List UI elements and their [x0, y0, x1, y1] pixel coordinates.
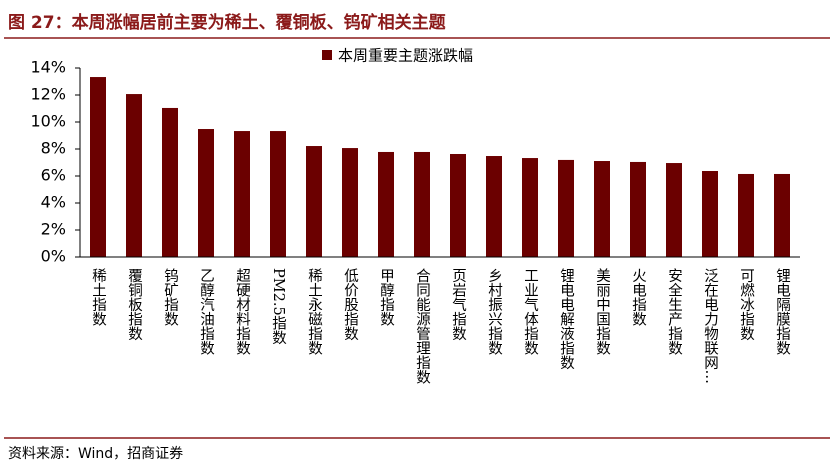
bar	[630, 161, 646, 257]
bar	[198, 129, 214, 257]
x-tick-label: PM2.5指数	[270, 268, 286, 345]
x-tick-label: 稀土永磁指数	[306, 268, 322, 356]
x-tick-label: 火电指数	[630, 268, 646, 326]
x-tick-label: 锂电电解液指数	[558, 268, 574, 370]
y-tick-label: 4%	[41, 193, 66, 212]
x-tick-label: 乙醇汽油指数	[198, 268, 214, 355]
x-tick-label: 钨矿指数	[162, 268, 178, 327]
bar	[414, 151, 430, 257]
bar	[378, 151, 394, 257]
x-tick-label: 合同能源管理指数	[414, 268, 430, 385]
x-tick-label: 页岩气指数	[450, 268, 466, 341]
bar	[306, 146, 322, 257]
source: 资料来源：Wind，招商证券	[8, 446, 183, 462]
bar	[450, 153, 466, 257]
bar	[738, 173, 754, 257]
bar	[702, 171, 718, 257]
bar	[666, 163, 682, 257]
bar	[522, 158, 538, 257]
y-tick-label: 0%	[41, 247, 66, 266]
legend-label: 本周重要主题涨跌幅	[338, 47, 473, 65]
x-tick-label: 锂电隔膜指数	[774, 268, 790, 356]
x-tick-label: 甲醇指数	[378, 268, 394, 326]
x-tick-label: 安全生产指数	[666, 268, 682, 356]
bar	[90, 77, 106, 257]
x-tick-label: 乡村振兴指数	[486, 268, 502, 356]
bar	[486, 156, 502, 257]
bar	[342, 148, 358, 257]
x-tick-label: 美丽中国指数	[594, 268, 610, 356]
x-tick-label: 泛在电力物联网…	[702, 268, 718, 384]
chart-title: 图 27：本周涨幅居前主要为稀土、覆铜板、钨矿相关主题	[8, 12, 447, 33]
x-tick-label: 覆铜板指数	[126, 268, 142, 341]
bar	[126, 94, 142, 258]
y-tick-label: 2%	[41, 220, 66, 239]
bar	[774, 173, 790, 257]
x-tick-label: 超硬材料指数	[234, 268, 250, 356]
bar	[234, 131, 250, 257]
x-tick-label: 低价股指数	[342, 268, 358, 341]
y-tick-label: 10%	[30, 112, 66, 131]
y-tick-label: 14%	[30, 58, 66, 77]
y-tick-label: 6%	[41, 166, 66, 185]
legend-swatch	[322, 50, 332, 60]
y-tick-label: 12%	[30, 85, 66, 104]
x-tick-label: 稀土指数	[90, 268, 106, 327]
bar	[558, 159, 574, 257]
y-tick-label: 8%	[41, 139, 66, 158]
bar	[270, 131, 286, 257]
x-tick-label: 工业气体指数	[522, 268, 538, 355]
bar	[594, 161, 610, 257]
x-tick-label: 可燃冰指数	[738, 268, 754, 341]
bar	[162, 107, 178, 258]
